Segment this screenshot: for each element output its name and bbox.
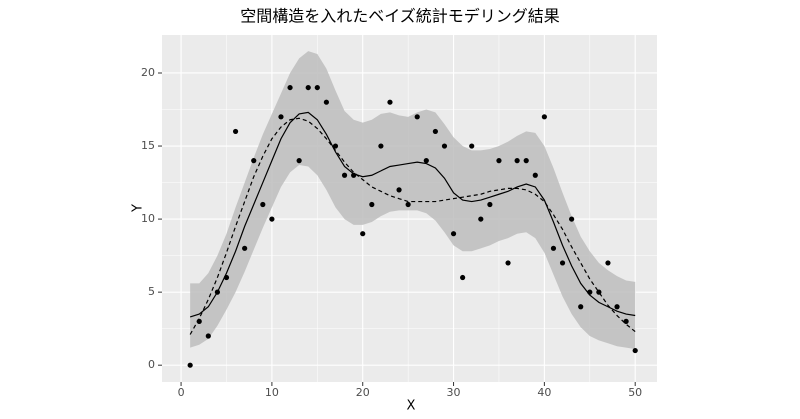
- y-tick-label: 5: [148, 285, 155, 298]
- data-point: [559, 260, 566, 266]
- data-point: [450, 231, 457, 237]
- data-point: [196, 318, 202, 324]
- data-point: [414, 114, 420, 120]
- y-axis-label: Y: [131, 204, 146, 213]
- data-point: [187, 362, 193, 368]
- x-tick-label: 10: [265, 386, 279, 399]
- data-point: [541, 114, 547, 120]
- trend-line: [189, 117, 636, 335]
- data-point: [478, 216, 484, 222]
- data-point: [505, 260, 511, 266]
- data-point: [360, 231, 366, 237]
- median-line: [189, 111, 636, 318]
- data-point: [432, 128, 438, 135]
- chart-title: 空間構造を入れたベイズ統計モデリング結果: [240, 7, 560, 26]
- data-point: [351, 172, 357, 178]
- data-point: [287, 84, 293, 91]
- data-point: [223, 274, 230, 281]
- data-point: [323, 99, 329, 105]
- data-point: [232, 128, 239, 135]
- data-point: [296, 158, 302, 164]
- data-point: [305, 84, 311, 91]
- data-point: [242, 245, 248, 251]
- y-tick-label: 0: [148, 358, 155, 371]
- x-tick-label: 50: [628, 386, 642, 399]
- data-point: [278, 114, 284, 120]
- y-tick-label: 10: [141, 212, 155, 225]
- data-point: [623, 318, 629, 324]
- data-point: [614, 304, 620, 310]
- data-point: [423, 158, 429, 164]
- x-tick-label: 0: [178, 386, 185, 399]
- data-point: [251, 158, 257, 164]
- data-point: [469, 143, 475, 149]
- data-point: [587, 289, 593, 295]
- data-point: [205, 333, 211, 339]
- data-point: [523, 158, 529, 164]
- x-tick-label: 40: [537, 386, 551, 399]
- data-point: [378, 143, 384, 149]
- data-point: [405, 201, 411, 208]
- data-point: [396, 187, 402, 193]
- data-point: [341, 172, 348, 178]
- data-point: [532, 172, 538, 178]
- data-point: [578, 304, 584, 310]
- data-point: [569, 216, 575, 222]
- data-point: [332, 143, 339, 149]
- data-point: [550, 245, 557, 251]
- data-point: [260, 201, 266, 208]
- data-point: [441, 143, 448, 149]
- data-point: [314, 84, 320, 91]
- data-point: [605, 260, 611, 266]
- data-point: [514, 158, 520, 164]
- x-tick-label: 20: [356, 386, 370, 399]
- data-point: [487, 201, 493, 208]
- data-point: [596, 289, 602, 295]
- data-point: [214, 289, 221, 295]
- data-point: [387, 99, 393, 105]
- data-point: [369, 201, 375, 208]
- data-point: [460, 274, 466, 281]
- data-point: [496, 158, 502, 164]
- credible-ribbon: [190, 51, 636, 350]
- data-point: [269, 216, 275, 222]
- data-point: [632, 347, 638, 354]
- y-tick-label: 20: [141, 66, 155, 79]
- x-axis-label: X: [407, 399, 416, 414]
- x-tick-label: 30: [447, 386, 461, 399]
- y-tick-label: 15: [141, 139, 155, 152]
